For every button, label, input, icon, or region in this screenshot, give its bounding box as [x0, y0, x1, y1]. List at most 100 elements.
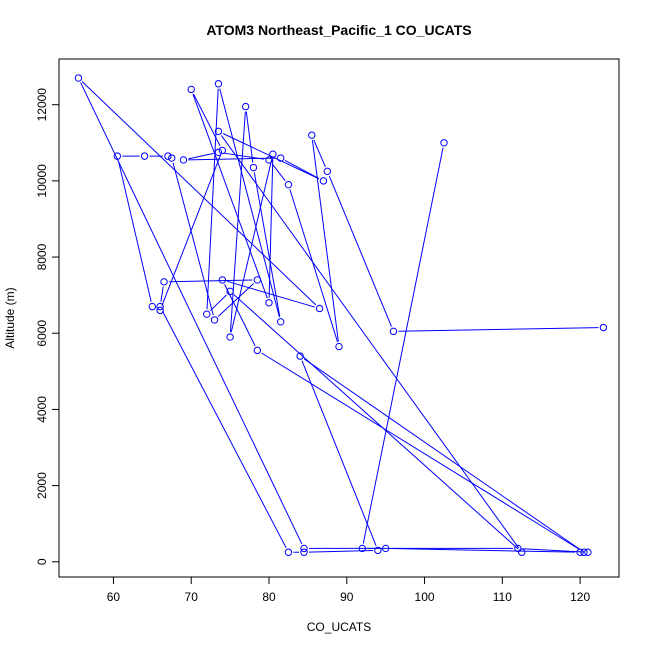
y-tick-label: 0	[35, 558, 49, 565]
data-point	[187, 85, 195, 94]
data-point	[218, 276, 227, 284]
series-segment	[81, 81, 317, 306]
x-tick-label: 60	[107, 590, 121, 604]
series-segment	[217, 282, 255, 317]
data-point	[308, 131, 316, 139]
series-segment	[80, 82, 303, 545]
data-point	[358, 544, 367, 553]
data-point	[179, 156, 188, 164]
data-point	[113, 152, 122, 160]
data-point	[164, 152, 172, 160]
series-segment	[168, 279, 253, 283]
data-point	[514, 544, 522, 553]
data-point	[389, 327, 398, 336]
series-segment	[398, 327, 599, 332]
series-segment	[192, 93, 268, 299]
series-segment	[390, 548, 576, 553]
series-segment	[210, 294, 227, 312]
series-segment	[308, 549, 373, 553]
series-segment	[289, 189, 338, 342]
data-point	[214, 127, 223, 136]
data-point	[214, 148, 223, 157]
series-segment	[226, 280, 315, 308]
data-point	[156, 302, 164, 311]
y-tick-label: 8000	[35, 243, 49, 270]
series-segment	[230, 158, 273, 333]
x-tick-label: 80	[262, 590, 276, 604]
series-segment	[117, 160, 152, 302]
data-point	[300, 544, 308, 553]
data-series	[74, 74, 608, 556]
series-segment	[303, 358, 581, 550]
series-segment	[188, 152, 214, 160]
data-point	[140, 152, 149, 160]
data-point	[226, 287, 234, 296]
series-segment	[222, 133, 320, 180]
y-tick-label: 4000	[35, 396, 49, 423]
data-point	[148, 302, 157, 311]
x-tick-label: 100	[415, 590, 435, 604]
series-segment	[233, 294, 519, 550]
data-point	[580, 548, 588, 556]
series-segment	[311, 140, 339, 342]
data-point	[265, 156, 273, 164]
data-point	[584, 548, 592, 556]
x-axis: 60 70 80 90 100 110 120	[107, 576, 590, 604]
series-segment	[161, 310, 287, 549]
data-point	[335, 342, 343, 351]
series-segment	[522, 548, 583, 553]
data-point	[226, 333, 234, 341]
series-segment	[193, 93, 221, 147]
x-axis-label: CO_UCATS	[307, 620, 371, 634]
data-point	[210, 316, 219, 324]
data-point	[284, 548, 293, 556]
x-tick-label: 110	[493, 590, 512, 604]
series-segment	[253, 172, 281, 317]
data-point	[74, 74, 83, 82]
series-segment	[284, 159, 320, 179]
data-point	[203, 310, 211, 318]
data-point	[576, 548, 584, 556]
data-point	[319, 177, 328, 185]
data-point	[599, 323, 608, 332]
data-point	[374, 546, 382, 555]
data-point	[296, 352, 304, 360]
data-point	[249, 163, 258, 172]
data-point	[265, 299, 273, 307]
x-tick-label: 120	[570, 590, 590, 604]
series-segment	[362, 147, 444, 544]
series-segment	[172, 162, 214, 316]
series-segment	[268, 159, 274, 298]
y-tick-label: 6000	[35, 320, 49, 347]
data-point	[269, 150, 277, 158]
y-tick-label: 12000	[35, 88, 49, 122]
data-point	[156, 306, 164, 315]
series-segment	[261, 352, 581, 551]
y-tick-label: 10000	[35, 164, 49, 198]
x-tick-label: 90	[340, 590, 354, 604]
data-point	[284, 180, 293, 189]
data-point	[440, 139, 448, 147]
series-segment	[220, 135, 520, 549]
data-point	[300, 548, 308, 556]
series-segment	[313, 139, 326, 167]
series-segment	[188, 157, 276, 161]
chart-title: ATOM3 Northeast_Pacific_1 CO_UCATS	[206, 22, 471, 38]
data-point	[160, 278, 168, 286]
series-segment	[206, 88, 219, 310]
data-point	[381, 544, 390, 553]
data-point	[315, 304, 324, 313]
data-point	[218, 146, 227, 155]
data-point	[168, 154, 176, 162]
data-point	[276, 318, 285, 326]
data-point	[518, 548, 526, 556]
data-point	[241, 102, 250, 111]
series-segment	[301, 360, 377, 546]
series-segment	[229, 111, 246, 333]
plot-frame	[58, 58, 620, 578]
series-segment	[328, 175, 392, 327]
series-segment	[245, 111, 254, 163]
data-point	[323, 167, 332, 176]
data-point	[276, 154, 285, 162]
